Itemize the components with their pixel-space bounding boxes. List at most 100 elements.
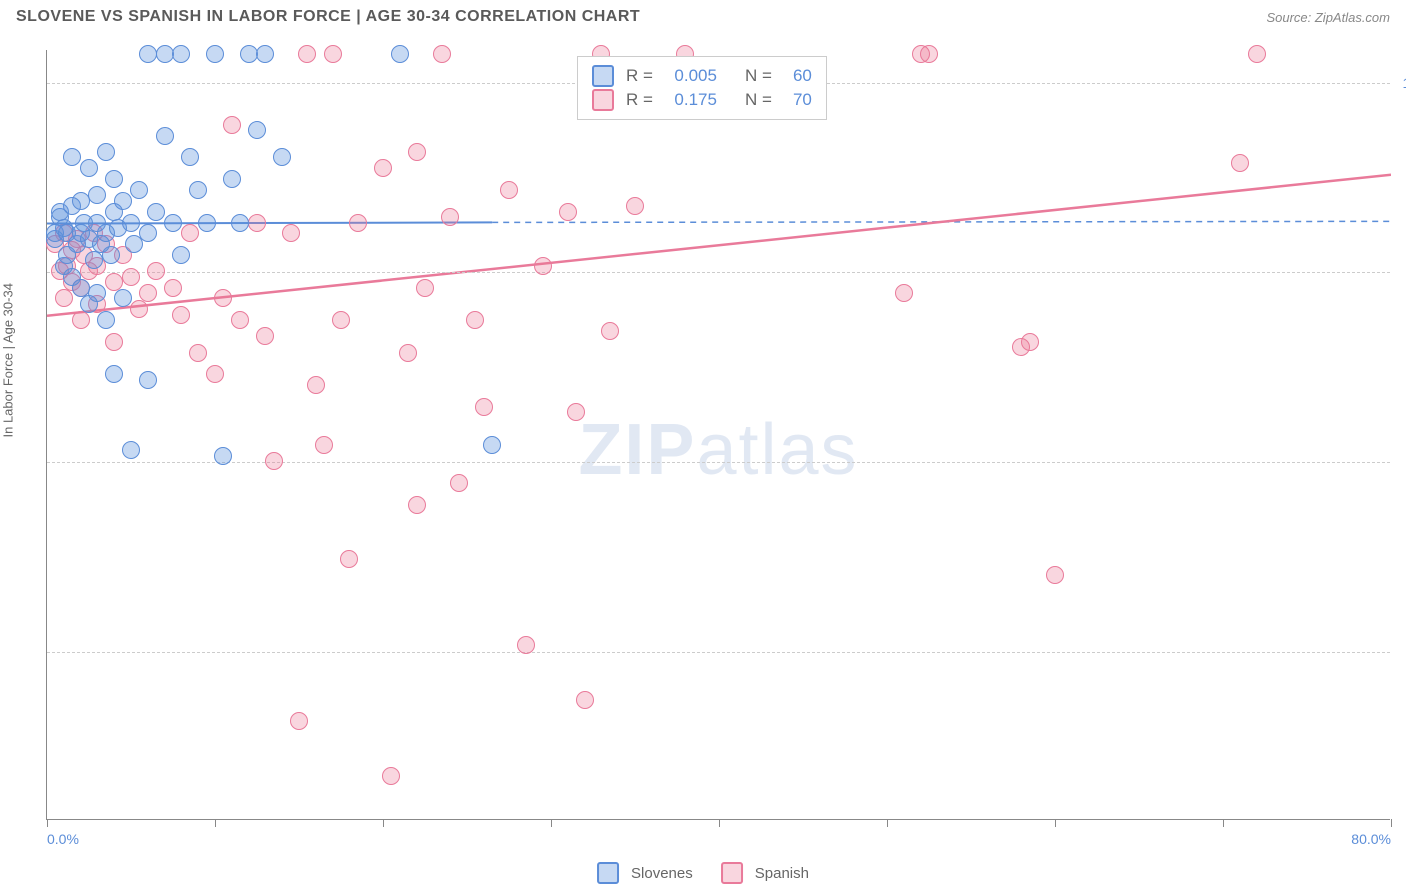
x-tick-label: 0.0% — [47, 831, 79, 847]
y-tick-label: 100.0% — [1395, 75, 1406, 91]
data-point-slovenes — [273, 148, 291, 166]
x-tick — [383, 819, 384, 827]
data-point-spanish — [534, 257, 552, 275]
data-point-slovenes — [63, 148, 81, 166]
data-point-slovenes — [139, 45, 157, 63]
stat-r-value: 0.175 — [661, 90, 717, 110]
data-point-spanish — [290, 712, 308, 730]
y-tick-label: 65.0% — [1395, 454, 1406, 470]
data-point-spanish — [105, 273, 123, 291]
data-point-slovenes — [139, 224, 157, 242]
data-point-slovenes — [189, 181, 207, 199]
watermark-part2: atlas — [696, 410, 858, 490]
chart-header: SLOVENE VS SPANISH IN LABOR FORCE | AGE … — [0, 0, 1406, 30]
data-point-slovenes — [88, 284, 106, 302]
data-point-spanish — [340, 550, 358, 568]
data-point-slovenes — [198, 214, 216, 232]
stat-r-label: R = — [626, 90, 653, 110]
legend-swatch-spanish — [721, 862, 743, 884]
grid-line — [47, 652, 1390, 653]
data-point-slovenes — [172, 246, 190, 264]
y-tick-label: 82.5% — [1395, 264, 1406, 280]
data-point-spanish — [223, 116, 241, 134]
stat-n-value: 60 — [780, 66, 812, 86]
source-prefix: Source: — [1266, 10, 1314, 25]
x-tick — [1391, 819, 1392, 827]
data-point-spanish — [475, 398, 493, 416]
data-point-spanish — [181, 224, 199, 242]
data-point-spanish — [332, 311, 350, 329]
data-point-spanish — [517, 636, 535, 654]
data-point-spanish — [441, 208, 459, 226]
data-point-spanish — [450, 474, 468, 492]
data-point-spanish — [324, 45, 342, 63]
stat-n-label: N = — [745, 90, 772, 110]
legend-swatch-spanish — [592, 89, 614, 111]
data-point-slovenes — [72, 192, 90, 210]
data-point-spanish — [382, 767, 400, 785]
data-point-slovenes — [231, 214, 249, 232]
data-point-spanish — [130, 300, 148, 318]
watermark: ZIPatlas — [578, 409, 858, 491]
data-point-slovenes — [122, 441, 140, 459]
data-point-spanish — [895, 284, 913, 302]
data-point-slovenes — [130, 181, 148, 199]
x-tick — [719, 819, 720, 827]
legend-label: Slovenes — [631, 865, 693, 882]
data-point-spanish — [408, 496, 426, 514]
data-point-slovenes — [483, 436, 501, 454]
x-tick — [1055, 819, 1056, 827]
stats-row: R = 0.005 N = 60 — [592, 65, 812, 87]
data-point-spanish — [1231, 154, 1249, 172]
trend-lines-svg — [47, 50, 1391, 820]
data-point-spanish — [626, 197, 644, 215]
data-point-spanish — [72, 311, 90, 329]
grid-line — [47, 272, 1390, 273]
stat-n-value: 70 — [780, 90, 812, 110]
data-point-slovenes — [391, 45, 409, 63]
watermark-part1: ZIP — [578, 410, 696, 490]
data-point-spanish — [1021, 333, 1039, 351]
chart-title: SLOVENE VS SPANISH IN LABOR FORCE | AGE … — [16, 8, 640, 26]
data-point-spanish — [256, 327, 274, 345]
data-point-spanish — [466, 311, 484, 329]
data-point-spanish — [122, 268, 140, 286]
data-point-slovenes — [105, 365, 123, 383]
scatter-chart: ZIPatlas R = 0.005 N = 60 R = 0.175 N = … — [46, 50, 1390, 820]
x-tick — [215, 819, 216, 827]
bottom-legend: Slovenes Spanish — [597, 862, 809, 884]
data-point-spanish — [265, 452, 283, 470]
x-tick — [551, 819, 552, 827]
data-point-slovenes — [147, 203, 165, 221]
data-point-slovenes — [122, 214, 140, 232]
x-tick-label: 80.0% — [1351, 831, 1391, 847]
data-point-slovenes — [114, 289, 132, 307]
legend-item-slovenes: Slovenes — [597, 862, 693, 884]
data-point-spanish — [1046, 566, 1064, 584]
data-point-slovenes — [72, 279, 90, 297]
data-point-spanish — [248, 214, 266, 232]
data-point-slovenes — [156, 127, 174, 145]
data-point-slovenes — [256, 45, 274, 63]
data-point-spanish — [206, 365, 224, 383]
data-point-spanish — [576, 691, 594, 709]
legend-item-spanish: Spanish — [721, 862, 809, 884]
data-point-slovenes — [240, 45, 258, 63]
data-point-spanish — [172, 306, 190, 324]
data-point-slovenes — [114, 192, 132, 210]
stat-n-label: N = — [745, 66, 772, 86]
data-point-spanish — [500, 181, 518, 199]
data-point-slovenes — [214, 447, 232, 465]
source-link[interactable]: ZipAtlas.com — [1315, 10, 1390, 25]
data-point-slovenes — [223, 170, 241, 188]
data-point-spanish — [601, 322, 619, 340]
data-point-spanish — [55, 289, 73, 307]
legend-swatch-slovenes — [592, 65, 614, 87]
data-point-spanish — [214, 289, 232, 307]
data-point-spanish — [282, 224, 300, 242]
data-point-spanish — [374, 159, 392, 177]
data-point-spanish — [349, 214, 367, 232]
data-point-slovenes — [105, 170, 123, 188]
data-point-spanish — [920, 45, 938, 63]
data-point-slovenes — [97, 143, 115, 161]
